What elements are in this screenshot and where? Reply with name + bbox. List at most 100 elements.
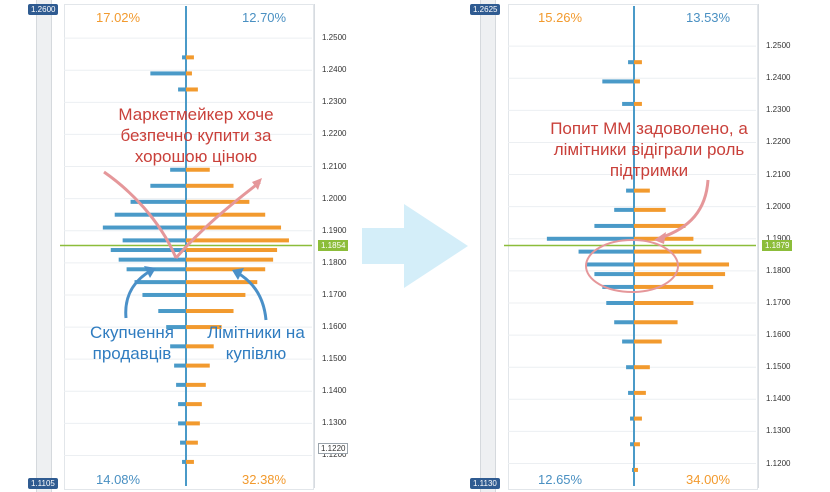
buy-volume-bar	[186, 363, 210, 368]
y-tick-label: 1.2100	[766, 169, 791, 179]
buy-volume-bar	[186, 402, 202, 407]
left-pct-bottom-left: 14.08%	[96, 472, 141, 487]
sell-volume-bar	[586, 262, 634, 267]
buy-volume-bar	[186, 280, 258, 285]
buy-volume-bar	[634, 300, 694, 305]
sell-volume-bar	[632, 467, 634, 472]
bottom-price-box: 1.1220	[318, 443, 349, 455]
right-vp-top-tag: 1.2625	[470, 4, 501, 15]
right-pct-top-right: 13.53%	[686, 10, 731, 25]
y-tick-label: 1.1200	[322, 450, 347, 460]
left-blue-arrowhead-sellers-icon	[144, 266, 156, 278]
right-pct-bottom-left: 12.65%	[538, 472, 583, 487]
buy-volume-bar	[186, 382, 206, 387]
buy-volume-bar	[634, 60, 642, 65]
buy-volume-bar	[634, 188, 650, 193]
y-tick-label: 1.1700	[322, 289, 347, 299]
current-price-tag: 1.1879	[762, 239, 793, 251]
buy-volume-bar	[186, 267, 266, 272]
right-pct-top-left: 15.26%	[538, 10, 583, 25]
sell-volume-bar	[174, 363, 186, 368]
buy-volume-bar	[634, 442, 640, 447]
y-tick-label: 1.1200	[766, 458, 791, 468]
y-tick-label: 1.1500	[322, 354, 347, 364]
y-tick-label: 1.2000	[322, 193, 347, 203]
sell-volume-bar	[594, 223, 634, 228]
left-vp-bottom-tag: 1.1105	[28, 478, 58, 489]
y-tick-label: 1.1400	[766, 394, 791, 404]
left-label-sellers: Скупчення продавців	[90, 323, 174, 363]
sell-volume-bar	[622, 101, 634, 106]
left-vp-top-tag: 1.2600	[28, 4, 59, 15]
sell-volume-bar	[142, 292, 186, 297]
y-tick-label: 1.1900	[322, 225, 347, 235]
sell-volume-bar	[578, 249, 634, 254]
right-red-arrowhead-icon	[654, 232, 666, 244]
buy-volume-bar	[634, 101, 642, 106]
buy-volume-bar	[634, 365, 650, 370]
sell-volume-bar	[626, 365, 634, 370]
buy-volume-bar	[186, 71, 192, 76]
sell-volume-bar	[150, 71, 186, 76]
sell-volume-bar	[134, 280, 186, 285]
y-tick-label: 1.2300	[322, 97, 347, 107]
y-tick-label: 1.1700	[766, 297, 791, 307]
buy-volume-bar	[634, 416, 642, 421]
sell-volume-bar	[546, 236, 634, 241]
sell-volume-bar	[170, 167, 186, 172]
buy-volume-bar	[186, 225, 282, 230]
buy-volume-bar	[186, 309, 234, 314]
sell-volume-bar	[110, 248, 186, 253]
y-tick-label: 1.2400	[322, 65, 347, 75]
buy-volume-bar	[186, 421, 200, 426]
sell-volume-bar	[118, 257, 186, 262]
y-tick-label: 1.2500	[322, 33, 347, 43]
sell-volume-bar	[178, 402, 186, 407]
y-tick-label: 1.2300	[766, 105, 791, 115]
buy-volume-bar	[186, 459, 194, 464]
buy-volume-bar	[186, 257, 274, 262]
y-tick-label: 1.2000	[766, 201, 791, 211]
buy-volume-bar	[634, 320, 678, 325]
left-label-limits: Лімітники на купівлю	[207, 323, 305, 363]
buy-volume-bar	[186, 238, 289, 243]
right-highlight-ellipse	[585, 239, 679, 293]
sell-volume-bar	[626, 188, 634, 193]
sell-volume-bar	[150, 183, 186, 188]
sell-volume-bar	[180, 440, 186, 445]
right-pct-bottom-right: 34.00%	[686, 472, 731, 487]
left-red-arrow-up-icon	[174, 180, 261, 259]
buy-volume-bar	[186, 199, 250, 204]
buy-volume-bar	[634, 79, 640, 84]
buy-volume-bar	[186, 248, 278, 253]
y-tick-label: 1.2100	[322, 161, 347, 171]
buy-volume-bar	[186, 344, 214, 349]
right-price-scrollbar[interactable]	[480, 0, 496, 492]
sell-volume-bar	[628, 60, 634, 65]
right-red-arrow-icon	[659, 179, 710, 240]
sell-volume-bar	[178, 87, 186, 92]
sell-volume-bar	[178, 421, 186, 426]
y-tick-label: 1.2200	[322, 129, 347, 139]
buy-volume-bar	[634, 223, 686, 228]
buy-volume-bar	[634, 207, 666, 212]
sell-volume-bar	[170, 344, 186, 349]
y-tick-label: 1.1300	[322, 418, 347, 428]
y-tick-label: 1.1300	[766, 426, 791, 436]
transition-arrow-icon	[362, 204, 468, 288]
right-annotation-main: Попит ММ задоволено, а лімітники відігра…	[550, 119, 748, 180]
buy-volume-bar	[186, 325, 222, 330]
sell-volume-bar	[176, 382, 186, 387]
y-tick-label: 1.2500	[766, 41, 791, 51]
right-vp-bottom-tag: 1.1130	[470, 478, 500, 489]
y-tick-label: 1.1600	[766, 330, 791, 340]
left-price-scrollbar[interactable]	[36, 0, 52, 492]
sell-volume-bar	[182, 55, 186, 60]
sell-volume-bar	[102, 225, 186, 230]
sell-volume-bar	[614, 320, 634, 325]
left-pct-bottom-right: 32.38%	[242, 472, 287, 487]
sell-volume-bar	[602, 79, 634, 84]
sell-volume-bar	[622, 339, 634, 344]
y-tick-label: 1.2400	[766, 73, 791, 83]
y-tick-label: 1.1800	[322, 257, 347, 267]
